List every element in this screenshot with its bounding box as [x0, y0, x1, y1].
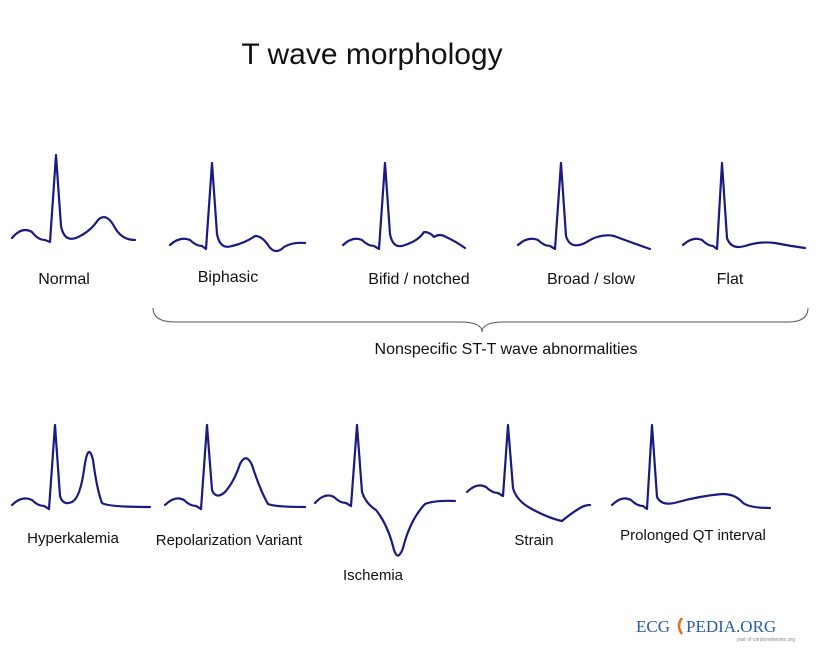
title: T wave morphology: [241, 38, 502, 71]
waveform-label: Prolonged QT interval: [620, 527, 766, 544]
brace: [152, 307, 809, 333]
waveform-label: Biphasic: [198, 269, 258, 286]
waveform-label: Hyperkalemia: [27, 530, 119, 547]
waveform-label: Bifid / notched: [368, 271, 469, 288]
waveform-label: Normal: [38, 271, 90, 288]
logo-text: PEDIA.ORG: [686, 617, 776, 636]
waveform: [168, 161, 307, 253]
waveform-label: Ischemia: [343, 567, 404, 584]
waveform: [10, 423, 152, 511]
waveform: [465, 423, 592, 523]
waveform: [610, 423, 772, 511]
waveform: [10, 153, 137, 244]
waveform: [313, 423, 457, 557]
logo-tagline: part of cardionetworks.org: [737, 637, 795, 643]
waveform: [516, 161, 652, 251]
logo-text: ECG: [636, 617, 670, 636]
waveform-label: Repolarization Variant: [156, 532, 303, 549]
waveform: [341, 161, 467, 251]
waveform-label: Broad / slow: [547, 271, 635, 288]
waveform: [163, 423, 307, 511]
waveform: [681, 161, 807, 251]
waveform-label: Strain: [514, 532, 553, 549]
group-label: Nonspecific ST-T wave abnormalities: [375, 341, 638, 358]
waveform-label: Flat: [717, 271, 744, 288]
logo-icon: [677, 617, 684, 635]
